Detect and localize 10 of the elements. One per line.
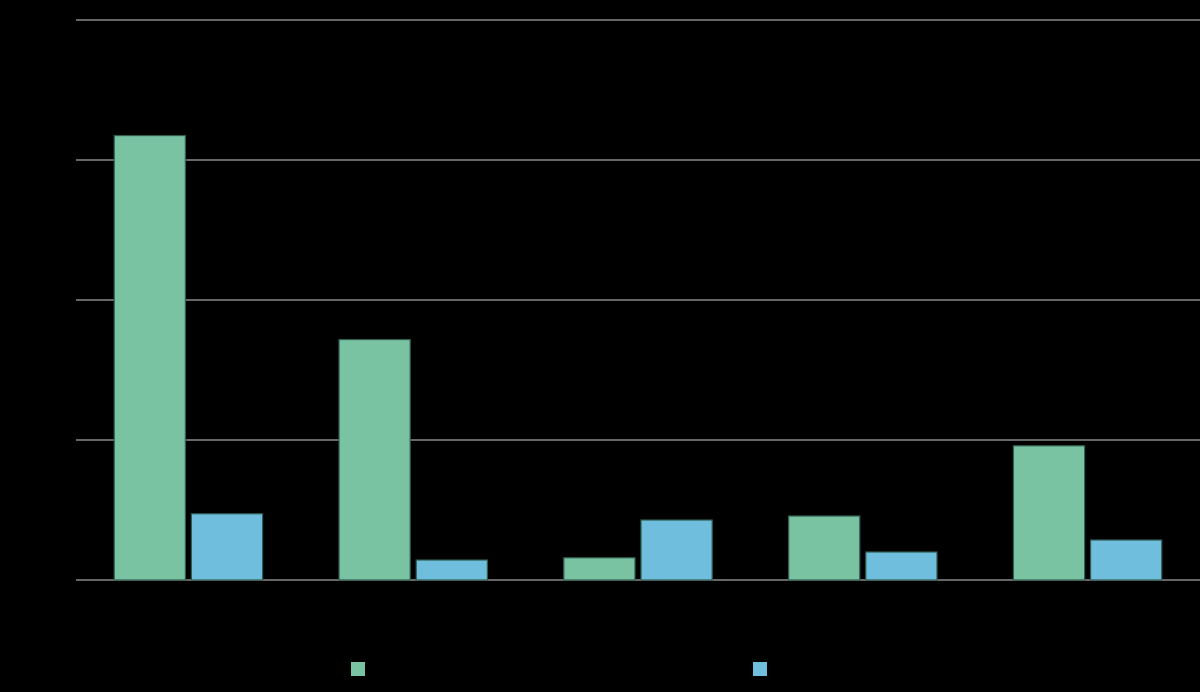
bar — [788, 515, 861, 581]
bar — [865, 551, 938, 581]
bar — [113, 134, 186, 581]
bar — [1012, 445, 1086, 581]
bar — [640, 519, 713, 581]
bar — [1090, 539, 1163, 581]
bar — [563, 557, 636, 581]
bar — [415, 559, 488, 581]
bar — [190, 513, 264, 581]
bar — [338, 338, 411, 581]
